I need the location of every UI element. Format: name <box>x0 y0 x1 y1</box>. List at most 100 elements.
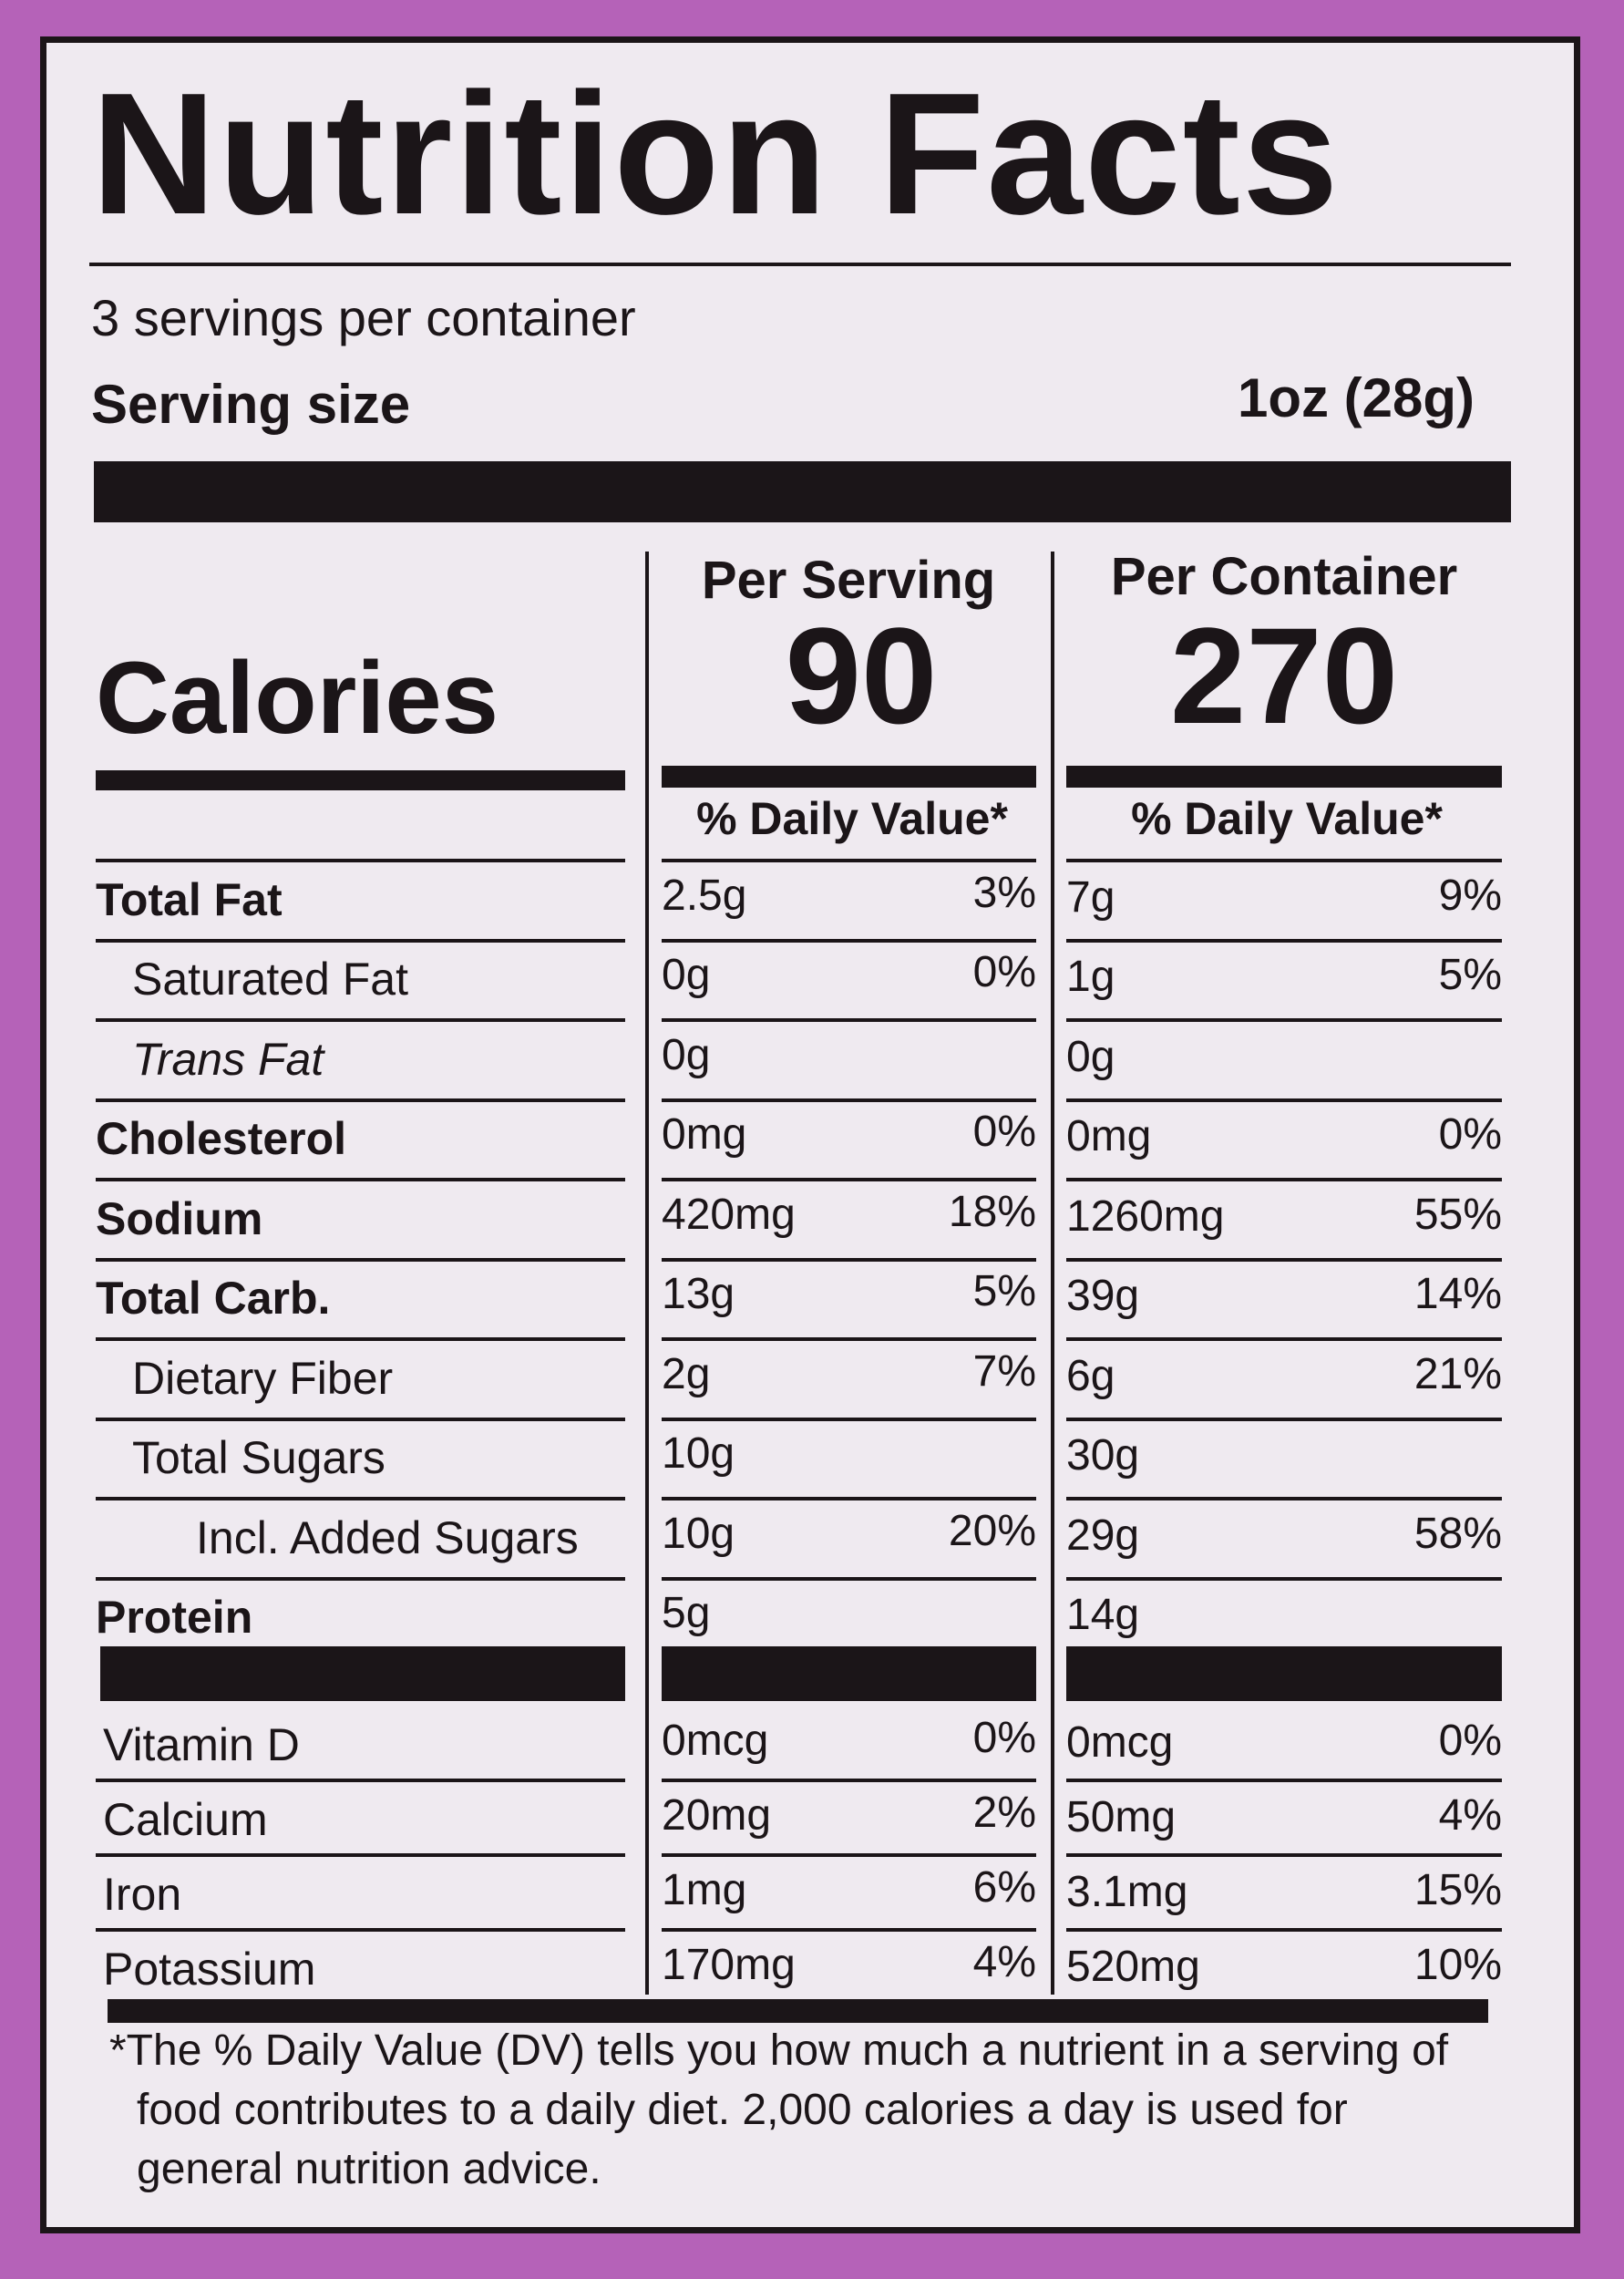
per-container-dv: 5% <box>1438 951 1502 1000</box>
row-line <box>662 1337 1036 1341</box>
per-container-amount: 29g <box>1066 1511 1140 1560</box>
row-line <box>96 1928 625 1932</box>
per-container-amount: 0g <box>1066 1032 1115 1081</box>
per-container-dv: 4% <box>1438 1790 1502 1840</box>
nutrient-name: Incl. Added Sugars <box>196 1511 579 1563</box>
per-serving-calories: 90 <box>785 598 938 752</box>
thick-bar <box>662 1646 1036 1701</box>
serving-size-value: 1oz (28g) <box>1237 367 1475 428</box>
per-serving-amount: 0g <box>662 951 711 1000</box>
row-line <box>1066 1576 1502 1581</box>
per-serving-dv: 7% <box>972 1346 1036 1396</box>
per-container-amount: 30g <box>1066 1431 1140 1480</box>
per-serving-dv: 20% <box>948 1506 1036 1555</box>
thick-bar <box>1066 1646 1502 1701</box>
per-serving-amount: 1mg <box>662 1865 747 1914</box>
row-line <box>662 1576 1036 1581</box>
per-container-amount: 3.1mg <box>1066 1867 1188 1916</box>
serving-size-label: Serving size <box>91 374 411 435</box>
per-container-dv: 58% <box>1413 1509 1502 1558</box>
row-line <box>96 1178 625 1181</box>
per-container-amount: 39g <box>1066 1272 1140 1321</box>
row-line <box>662 1853 1036 1857</box>
row-line <box>1066 859 1502 862</box>
per-container-dv: 0% <box>1438 1110 1502 1160</box>
row-line <box>662 1417 1036 1421</box>
row-line <box>662 1779 1036 1782</box>
per-container-dv: 21% <box>1413 1349 1502 1398</box>
column-divider <box>1051 552 1054 1995</box>
nutrient-name: Dietary Fiber <box>132 1352 394 1404</box>
per-container-header: Per Container <box>1110 547 1458 607</box>
per-container-amount: 14g <box>1066 1591 1140 1640</box>
row-line <box>1066 1497 1502 1500</box>
per-container-dv: 9% <box>1438 871 1502 920</box>
nutrient-name: Iron <box>103 1868 182 1920</box>
dv-header: % Daily Value* <box>1131 792 1443 844</box>
nutrient-name: Total Carb. <box>96 1273 331 1324</box>
row-line <box>96 1576 625 1581</box>
per-serving-amount: 0mcg <box>662 1716 769 1765</box>
row-line <box>662 1018 1036 1022</box>
thick-bar <box>100 1646 625 1701</box>
calorie-bar <box>96 770 625 790</box>
row-line <box>96 938 625 943</box>
per-serving-dv: 2% <box>972 1788 1036 1837</box>
per-container-dv: 0% <box>1438 1716 1502 1765</box>
row-line <box>96 1497 625 1500</box>
per-container-amount: 7g <box>1066 872 1115 922</box>
nutrient-name: Trans Fat <box>132 1033 324 1085</box>
row-line <box>662 1497 1036 1500</box>
nutrient-name: Vitamin D <box>103 1718 300 1770</box>
row-line <box>662 938 1036 943</box>
row-line <box>662 1178 1036 1181</box>
row-line <box>96 1337 625 1341</box>
footnote: *The % Daily Value (DV) tells you how mu… <box>109 2026 1449 2075</box>
column-divider <box>645 552 649 1995</box>
row-line <box>1066 1779 1502 1782</box>
title: Nutrition Facts <box>91 57 1341 251</box>
row-line <box>1066 1417 1502 1421</box>
per-serving-dv: 18% <box>948 1187 1036 1236</box>
row-line <box>1066 1018 1502 1022</box>
calories-label: Calories <box>96 641 499 756</box>
nutrient-name: Sodium <box>96 1192 263 1244</box>
per-serving-dv: 6% <box>972 1862 1036 1912</box>
nutrition-label <box>40 36 1580 2233</box>
servings-per-container: 3 servings per container <box>91 289 636 347</box>
row-line <box>96 1853 625 1857</box>
calorie-bar <box>1066 766 1502 788</box>
row-line <box>1066 1928 1502 1932</box>
per-serving-amount: 420mg <box>662 1190 796 1239</box>
row-line <box>96 1257 625 1262</box>
nutrient-name: Calcium <box>103 1793 268 1845</box>
per-container-dv: 15% <box>1413 1865 1502 1914</box>
per-container-amount: 1g <box>1066 953 1115 1002</box>
per-container-amount: 6g <box>1066 1351 1115 1400</box>
per-serving-dv: 0% <box>972 948 1036 997</box>
row-line <box>662 1098 1036 1102</box>
row-line <box>662 1257 1036 1262</box>
per-serving-amount: 0mg <box>662 1110 747 1160</box>
dv-header: % Daily Value* <box>696 792 1008 844</box>
per-serving-dv: 3% <box>972 868 1036 917</box>
footnote: general nutrition advice. <box>137 2144 601 2193</box>
per-serving-amount: 2g <box>662 1349 711 1398</box>
per-serving-dv: 4% <box>972 1937 1036 1986</box>
row-line <box>662 859 1036 862</box>
per-container-amount: 50mg <box>1066 1792 1177 1841</box>
per-serving-amount: 5g <box>662 1589 711 1638</box>
footnote: food contributes to a daily diet. 2,000 … <box>137 2085 1348 2134</box>
thick-bar <box>94 461 1511 522</box>
per-container-amount: 1260mg <box>1066 1191 1225 1241</box>
row-line <box>662 1928 1036 1932</box>
per-container-dv: 14% <box>1413 1270 1502 1319</box>
row-line <box>1066 938 1502 943</box>
per-container-calories: 270 <box>1169 598 1399 752</box>
per-serving-amount: 170mg <box>662 1940 796 1989</box>
per-serving-amount: 2.5g <box>662 871 747 920</box>
row-line <box>1066 1178 1502 1181</box>
bottom-bar <box>108 1999 1488 2023</box>
nutrient-name: Cholesterol <box>96 1113 347 1164</box>
nutrient-name: Protein <box>96 1592 253 1643</box>
